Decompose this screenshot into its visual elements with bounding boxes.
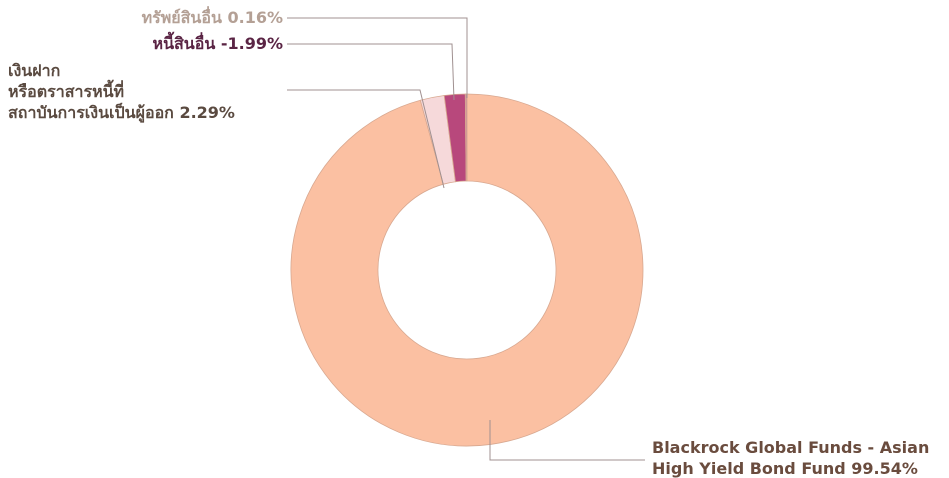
slice-label: หนี้สินอื่น -1.99% bbox=[0, 33, 283, 54]
slice bbox=[290, 93, 644, 447]
value-label: 2.29% bbox=[179, 103, 235, 122]
leader-line bbox=[287, 17, 468, 98]
value-label: 0.16% bbox=[227, 8, 283, 27]
value-label: 99.54% bbox=[851, 459, 918, 478]
leader-line bbox=[287, 43, 455, 101]
category-label: ทรัพย์สินอื่น bbox=[141, 8, 222, 27]
slice bbox=[464, 93, 468, 182]
slice-label: Blackrock Global Funds - Asian High Yiel… bbox=[652, 437, 942, 478]
category-label: หนี้สินอื่น bbox=[152, 34, 216, 53]
leader-line bbox=[287, 89, 445, 189]
leader-line bbox=[489, 420, 645, 461]
category-label: เงินฝาก หรือตราสารหนี้ที่ สถาบันการเงินเ… bbox=[8, 61, 174, 122]
slice-label: ทรัพย์สินอื่น 0.16% bbox=[0, 7, 283, 28]
value-label: -1.99% bbox=[220, 34, 283, 53]
category-label: Blackrock Global Funds - Asian High Yiel… bbox=[652, 438, 930, 478]
slice-label: เงินฝาก หรือตราสารหนี้ที่ สถาบันการเงินเ… bbox=[8, 60, 288, 123]
